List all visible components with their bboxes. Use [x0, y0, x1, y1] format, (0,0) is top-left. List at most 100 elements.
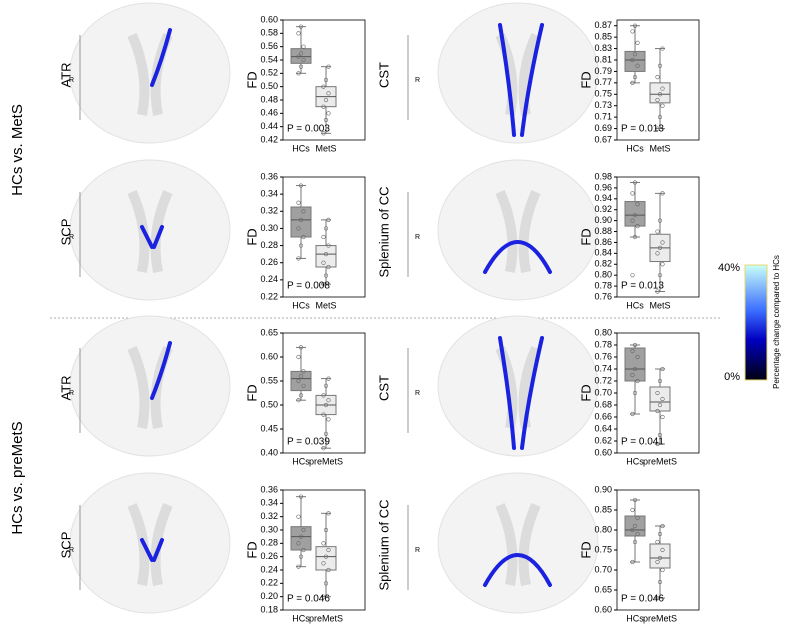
colorbar [744, 264, 768, 381]
y-tick-label: 0.60 [594, 447, 612, 457]
box [624, 347, 646, 382]
y-tick-label: 0.34 [260, 189, 278, 199]
data-point [296, 541, 301, 546]
data-point [296, 226, 301, 231]
y-tick-label: 0.84 [594, 248, 612, 258]
colorbar-min: 0% [724, 371, 740, 383]
box [624, 50, 646, 72]
p-value: P = 0.039 [287, 437, 330, 448]
x-tick-label: HCs [626, 456, 644, 466]
data-point [326, 376, 331, 381]
brain [437, 159, 599, 301]
data-point [660, 103, 665, 108]
y-tick-label: 0.42 [260, 134, 278, 144]
data-point [632, 213, 638, 218]
data-point [657, 531, 663, 537]
data-point [657, 245, 663, 251]
data-point [296, 54, 301, 59]
brain [69, 315, 231, 457]
y-tick-label: 0.30 [260, 223, 278, 233]
y-tick-label: 0.50 [260, 81, 278, 91]
data-point [298, 554, 304, 559]
y-axis-label: FD [578, 541, 593, 558]
data-point [298, 64, 304, 69]
side-label: R [69, 547, 74, 554]
data-point [635, 202, 640, 207]
y-tick-label: 0.60 [594, 604, 612, 614]
y-tick-label: 0.87 [594, 20, 612, 30]
data-point [298, 51, 304, 56]
group-label: HCs vs. preMetS [9, 421, 26, 534]
x-tick-label: preMetS [309, 613, 343, 623]
y-tick-label: 0.26 [260, 257, 278, 267]
data-point [323, 431, 329, 436]
y-tick-label: 0.64 [594, 423, 612, 433]
y-axis-label: FD [578, 71, 593, 88]
data-point [321, 541, 326, 546]
data-point [657, 63, 663, 68]
data-point [321, 561, 326, 566]
data-point [660, 240, 665, 245]
plot-frame [282, 19, 366, 141]
tract [150, 341, 172, 400]
data-point [657, 115, 663, 120]
data-point [632, 75, 638, 80]
data-point [296, 398, 301, 403]
box [624, 515, 646, 537]
y-tick-label: 0.68 [594, 399, 612, 409]
data-point [321, 84, 326, 89]
data-point [632, 523, 638, 529]
data-point [655, 97, 660, 103]
plot-frame [282, 176, 366, 298]
data-point [630, 348, 635, 354]
x-tick-label: preMetS [643, 456, 677, 466]
y-axis-label: FD [244, 541, 259, 558]
data-point [298, 534, 304, 539]
data-point [657, 92, 663, 97]
tract-label: ATR [58, 62, 73, 87]
y-tick-label: 0.73 [594, 100, 612, 110]
data-point [298, 374, 304, 379]
y-tick-label: 0.92 [594, 204, 612, 214]
y-tick-label: 0.72 [594, 375, 612, 385]
y-tick-label: 0.77 [594, 77, 612, 87]
brain [69, 2, 231, 144]
tract-label: CST [376, 375, 391, 401]
group-label: HCs vs. MetS [9, 104, 26, 196]
y-tick-label: 0.22 [260, 291, 278, 301]
y-axis-label: FD [244, 71, 259, 88]
data-point [635, 63, 640, 68]
data-point [326, 243, 331, 248]
y-tick-label: 0.70 [594, 387, 612, 397]
data-point [655, 75, 660, 80]
y-tick-label: 0.94 [594, 193, 612, 203]
box [290, 370, 312, 392]
y-tick-label: 0.85 [594, 32, 612, 42]
y-axis-label: FD [578, 228, 593, 245]
data-point [301, 369, 306, 374]
brain [437, 472, 599, 614]
data-point [635, 378, 640, 384]
tract-label: ATR [58, 375, 73, 400]
y-tick-label: 0.48 [260, 94, 278, 104]
data-point [660, 191, 665, 196]
data-point [660, 523, 665, 529]
y-tick-label: 0.22 [260, 578, 278, 588]
y-tick-label: 0.44 [260, 121, 278, 131]
data-point [296, 564, 301, 569]
y-tick-label: 0.80 [594, 327, 612, 337]
y-tick-label: 0.82 [594, 259, 612, 269]
brain [437, 315, 599, 457]
data-point [323, 581, 329, 586]
data-point [323, 527, 329, 533]
data-point [323, 117, 329, 123]
data-point [296, 200, 301, 205]
data-point [298, 243, 304, 248]
data-point [635, 531, 640, 537]
y-tick-label: 0.26 [260, 551, 278, 561]
brain [69, 159, 231, 301]
data-point [323, 226, 329, 231]
data-point [657, 579, 663, 585]
x-tick-label: HCs [626, 300, 644, 310]
